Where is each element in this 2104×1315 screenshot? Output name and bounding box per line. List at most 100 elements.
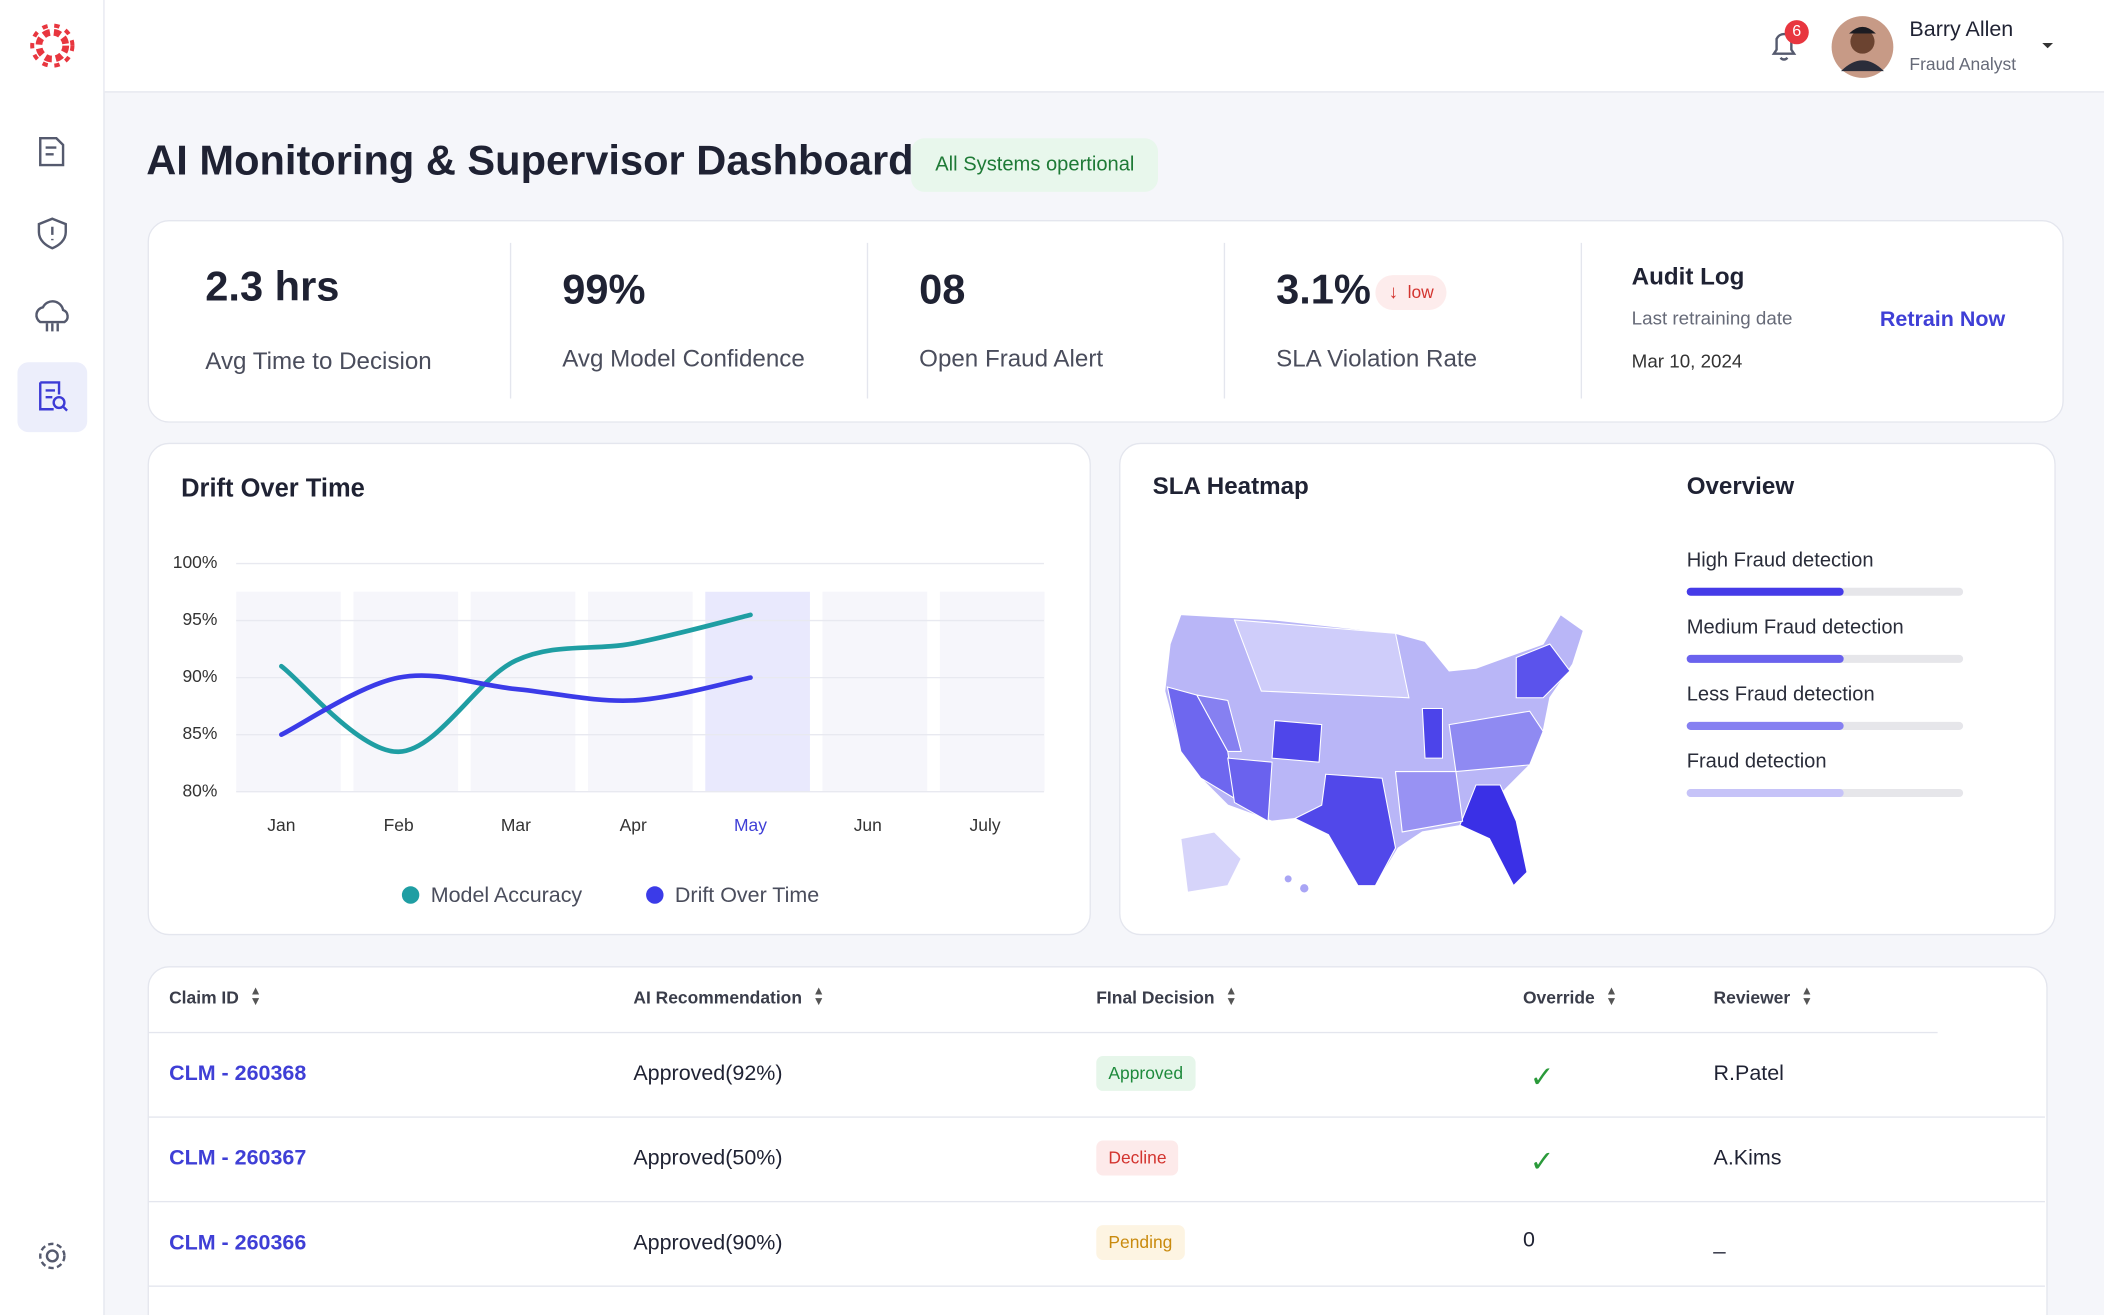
kpi-badge-arrow: ↓ bbox=[1388, 280, 1399, 302]
decision-badge: Pending bbox=[1096, 1225, 1185, 1260]
avatar[interactable] bbox=[1830, 15, 1894, 79]
override-check: ✓ bbox=[1529, 1144, 1555, 1179]
x-tick-label: May bbox=[734, 815, 767, 835]
x-tick-label: Feb bbox=[384, 815, 414, 835]
progress-bar bbox=[1686, 789, 1845, 798]
progress-bar bbox=[1686, 654, 1845, 663]
claim-id-link[interactable]: CLM - 260368 bbox=[169, 1062, 307, 1086]
decision-badge: Decline bbox=[1096, 1140, 1179, 1176]
x-tick-label: Mar bbox=[501, 815, 531, 835]
overview-title: Overview bbox=[1686, 472, 1795, 500]
kpi-divider bbox=[509, 242, 512, 399]
column-header[interactable]: Reviewer bbox=[1713, 987, 1791, 1008]
retrain-button[interactable]: Retrain Now bbox=[1879, 308, 2006, 332]
overview-label: High Fraud detection bbox=[1686, 548, 1874, 572]
kpi-label: Open Fraud Alert bbox=[919, 344, 1104, 372]
claim-id-link[interactable]: CLM - 260366 bbox=[169, 1231, 307, 1255]
heatmap-title: SLA Heatmap bbox=[1152, 472, 1309, 500]
kpi-card bbox=[147, 220, 2064, 423]
chart-title: Drift Over Time bbox=[181, 475, 365, 503]
claim-id-link[interactable]: CLM - 260367 bbox=[169, 1147, 307, 1171]
nav-models[interactable] bbox=[35, 300, 69, 332]
sort-icon: ▲ ▼ bbox=[1605, 983, 1618, 1008]
user-name: Barry Allen bbox=[1909, 18, 2014, 42]
column-header[interactable]: AI Recommendation bbox=[633, 987, 802, 1008]
user-menu-caret[interactable] bbox=[2040, 38, 2056, 54]
ai-recommendation: Approved(50%) bbox=[633, 1147, 783, 1171]
category-band bbox=[236, 591, 341, 792]
category-band bbox=[822, 591, 928, 792]
reviewer: A.Kims bbox=[1713, 1147, 1782, 1171]
column-header[interactable]: Override bbox=[1522, 987, 1595, 1008]
sidebar-icons bbox=[17, 23, 88, 1270]
y-tick-label: 100% bbox=[173, 552, 218, 572]
user-role: Fraud Analyst bbox=[1909, 53, 2017, 74]
x-tick-label: Jan bbox=[267, 815, 295, 835]
row-divider bbox=[148, 1285, 2045, 1287]
nav-claims[interactable] bbox=[39, 137, 65, 167]
series-line bbox=[279, 673, 753, 738]
table-header-divider bbox=[148, 1031, 1938, 1034]
kpi-value: 2.3 hrs bbox=[205, 263, 340, 310]
legend-swatch bbox=[401, 886, 420, 904]
row-divider bbox=[148, 1116, 2045, 1118]
status-badge: All Systems opertional bbox=[911, 138, 1159, 192]
x-tick-label: Jun bbox=[854, 815, 882, 835]
overview-label: Fraud detection bbox=[1686, 750, 1827, 773]
nav-monitor[interactable] bbox=[39, 381, 61, 411]
legend-swatch bbox=[646, 886, 664, 904]
column-header[interactable]: FInal Decision bbox=[1096, 987, 1215, 1008]
category-band bbox=[353, 591, 459, 792]
column-header[interactable]: Claim ID bbox=[169, 987, 239, 1008]
ai-recommendation: Approved(90%) bbox=[633, 1231, 783, 1255]
kpi-label: Avg Time to Decision bbox=[205, 347, 432, 375]
claims-table bbox=[147, 966, 2048, 1315]
series-line bbox=[279, 612, 753, 755]
x-tick-label: July bbox=[970, 815, 1001, 835]
legend-label: Drift Over Time bbox=[675, 883, 819, 907]
kpi-divider bbox=[1580, 242, 1583, 399]
overview-label: Medium Fraud detection bbox=[1686, 615, 1904, 639]
reviewer: R.Patel bbox=[1713, 1062, 1784, 1086]
progress-bar bbox=[1686, 721, 1845, 730]
category-band bbox=[587, 591, 693, 792]
legend-label: Model Accuracy bbox=[431, 883, 583, 907]
sort-icon: ▲ ▼ bbox=[249, 983, 262, 1008]
nav-alerts[interactable] bbox=[37, 217, 67, 250]
overview-label: Less Fraud detection bbox=[1686, 682, 1875, 706]
sort-icon: ▲ ▼ bbox=[1225, 983, 1238, 1008]
kpi-label: SLA Violation Rate bbox=[1276, 344, 1478, 372]
page-title: AI Monitoring & Supervisor Dashboard bbox=[146, 136, 914, 184]
kpi-label: Avg Model Confidence bbox=[562, 344, 805, 372]
notification-count: 6 bbox=[1792, 21, 1802, 41]
y-tick-label: 85% bbox=[182, 723, 217, 743]
y-tick-label: 95% bbox=[182, 609, 217, 629]
sort-icon: ▲ ▼ bbox=[1800, 983, 1813, 1008]
us-map bbox=[1164, 613, 1584, 894]
row-divider bbox=[148, 1200, 2045, 1203]
progress-bar bbox=[1686, 587, 1845, 596]
sort-icon: ▲ ▼ bbox=[812, 983, 825, 1008]
override-value: 0 bbox=[1522, 1229, 1535, 1252]
category-band bbox=[939, 591, 1045, 792]
kpi-value: 99% bbox=[562, 265, 646, 313]
kpi-badge: low bbox=[1375, 275, 1446, 310]
kpi-value: 3.1% bbox=[1276, 265, 1371, 313]
logo bbox=[30, 23, 75, 68]
audit-subtitle: Last retraining date bbox=[1631, 307, 1793, 329]
reviewer: _ bbox=[1713, 1231, 1726, 1255]
kpi-divider bbox=[866, 242, 869, 399]
audit-title: Audit Log bbox=[1631, 263, 1745, 290]
category-band bbox=[705, 591, 810, 792]
ai-recommendation: Approved(92%) bbox=[633, 1062, 783, 1086]
decision-badge: Approved bbox=[1096, 1056, 1196, 1091]
y-tick-label: 80% bbox=[182, 780, 217, 800]
override-check: ✓ bbox=[1529, 1060, 1555, 1094]
kpi-divider bbox=[1223, 242, 1226, 399]
kpi-value: 08 bbox=[919, 265, 966, 313]
audit-date: Mar 10, 2024 bbox=[1631, 350, 1743, 372]
notification-bell[interactable] bbox=[1758, 13, 1818, 73]
y-tick-label: 90% bbox=[182, 666, 217, 686]
